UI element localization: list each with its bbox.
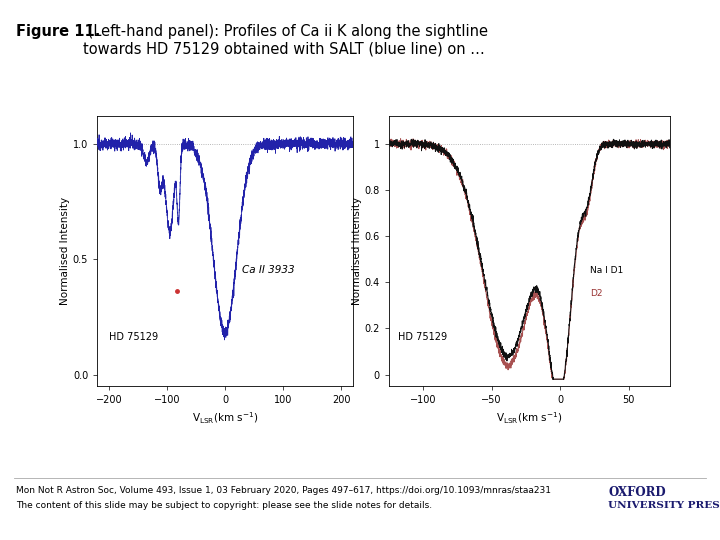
Text: The content of this slide may be subject to copyright: please see the slide note: The content of this slide may be subject… bbox=[16, 501, 432, 510]
Text: HD 75129: HD 75129 bbox=[109, 332, 158, 342]
X-axis label: V$_{\rm LSR}$(km s$^{-1}$): V$_{\rm LSR}$(km s$^{-1}$) bbox=[192, 411, 258, 426]
Text: UNIVERSITY PRESS: UNIVERSITY PRESS bbox=[608, 501, 720, 510]
Text: Mon Not R Astron Soc, Volume 493, Issue 1, 03 February 2020, Pages 497–617, http: Mon Not R Astron Soc, Volume 493, Issue … bbox=[16, 486, 551, 495]
Y-axis label: Normalised Intensity: Normalised Intensity bbox=[351, 197, 361, 305]
Text: Na I D1: Na I D1 bbox=[590, 266, 624, 275]
Text: OXFORD: OXFORD bbox=[608, 486, 666, 499]
Text: D2: D2 bbox=[590, 289, 603, 298]
Text: Figure 11.: Figure 11. bbox=[16, 24, 100, 39]
Y-axis label: Normalised Intensity: Normalised Intensity bbox=[60, 197, 70, 305]
Text: Ca II 3933: Ca II 3933 bbox=[243, 265, 295, 275]
Text: (Left-hand panel): Profiles of Ca ii K along the sightline
towards HD 75129 obta: (Left-hand panel): Profiles of Ca ii K a… bbox=[83, 24, 488, 57]
Text: HD 75129: HD 75129 bbox=[398, 332, 448, 342]
X-axis label: V$_{\rm LSR}$(km s$^{-1}$): V$_{\rm LSR}$(km s$^{-1}$) bbox=[496, 411, 562, 426]
